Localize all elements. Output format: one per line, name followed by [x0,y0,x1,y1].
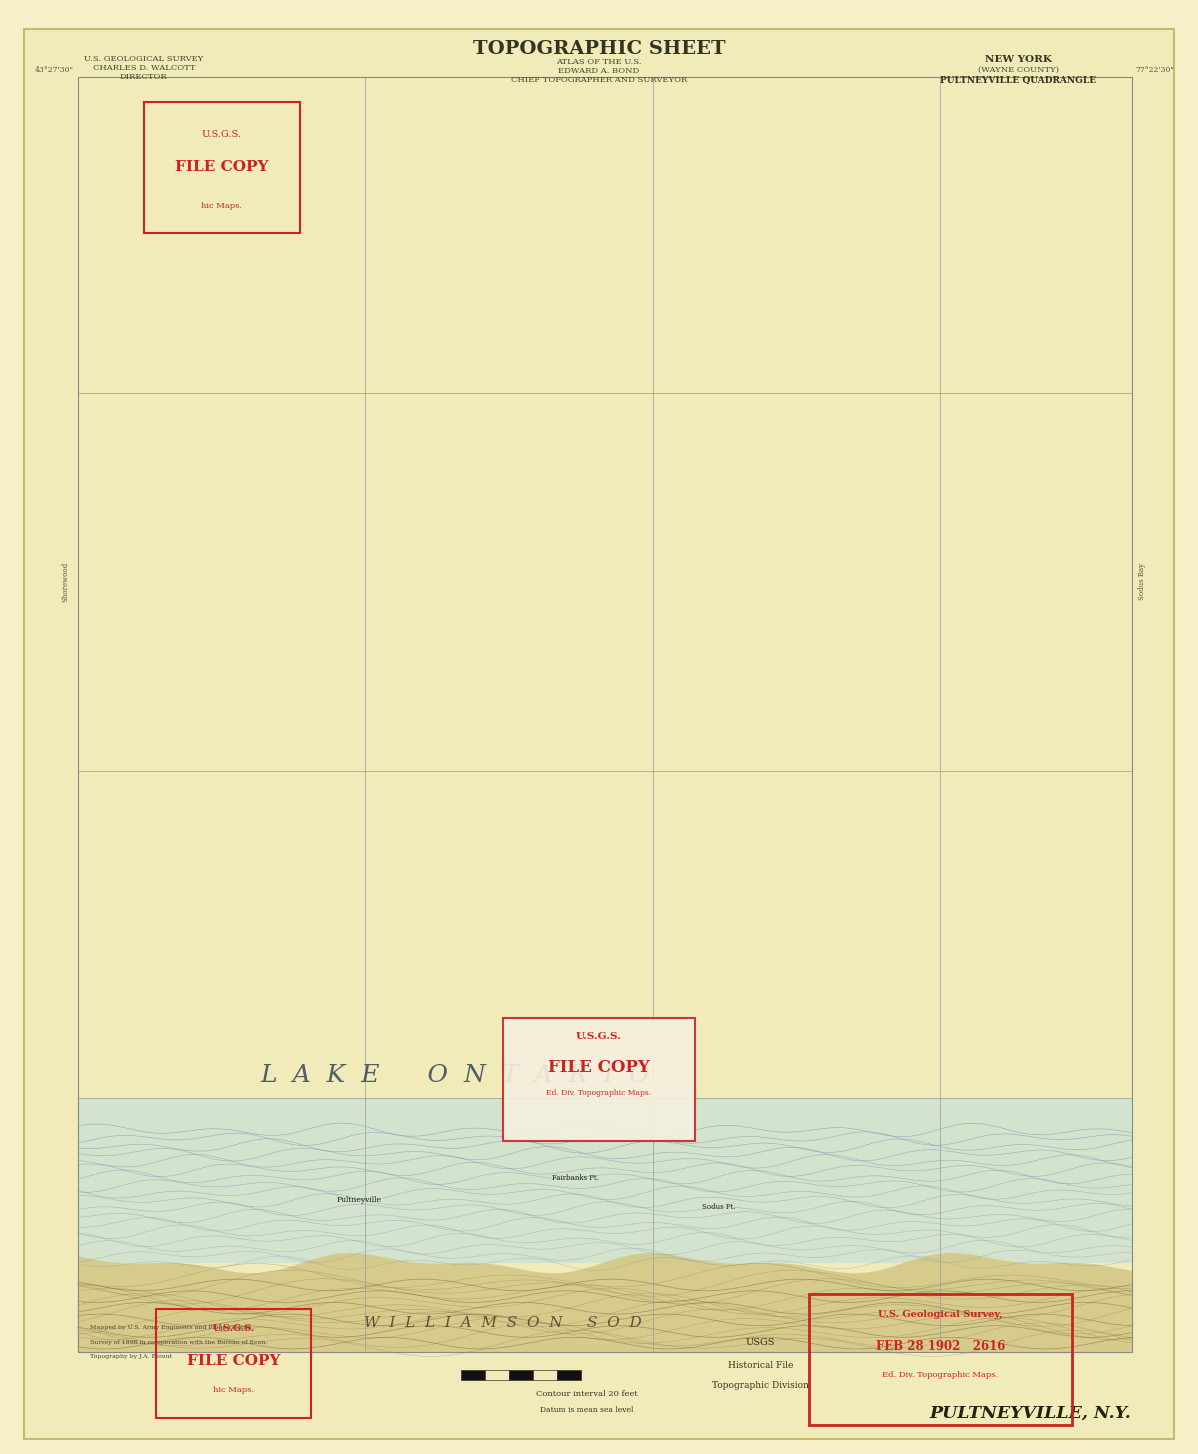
Text: Topographic Division: Topographic Division [713,1381,809,1390]
Text: Sodus Bay: Sodus Bay [1138,563,1146,601]
Text: U.S.G.S.: U.S.G.S. [576,1032,622,1041]
Text: U.S.G.S.: U.S.G.S. [201,129,242,140]
FancyBboxPatch shape [503,1018,695,1141]
Bar [78,1098,1132,1264]
Text: USGS: USGS [746,1338,775,1346]
Text: U.S. GEOLOGICAL SURVEY: U.S. GEOLOGICAL SURVEY [84,55,204,64]
Text: Ed. Div. Topographic Maps.: Ed. Div. Topographic Maps. [546,1089,652,1098]
Text: PULTNEYVILLE, N.Y.: PULTNEYVILLE, N.Y. [930,1405,1131,1422]
Text: U.S. Geological Survey,: U.S. Geological Survey, [878,1310,1003,1319]
Text: Fairbanks Pt.: Fairbanks Pt. [551,1173,599,1182]
Text: hic Maps.: hic Maps. [201,202,242,211]
Text: Historical File: Historical File [728,1361,793,1370]
Bar [557,1370,581,1380]
Text: FEB 28 1902   2616: FEB 28 1902 2616 [876,1341,1005,1352]
Text: PULTNEYVILLE QUADRANGLE: PULTNEYVILLE QUADRANGLE [940,76,1096,84]
Bar [461,1370,485,1380]
Text: Contour interval 20 feet: Contour interval 20 feet [537,1390,637,1399]
Text: 77°22'30": 77°22'30" [1136,65,1174,74]
Text: CHARLES D. WALCOTT: CHARLES D. WALCOTT [92,64,195,73]
Bar [509,1370,533,1380]
Bar [485,1370,509,1380]
Text: Pultneyville: Pultneyville [337,1195,382,1204]
Bar [533,1370,557,1380]
Text: Mapped by U.S. Army Engineers and Philip George: Mapped by U.S. Army Engineers and Philip… [90,1325,252,1330]
Text: Ed. Div. Topographic Maps.: Ed. Div. Topographic Maps. [883,1371,998,1380]
Text: NEW YORK: NEW YORK [985,55,1052,64]
Text: (WAYNE COUNTY): (WAYNE COUNTY) [978,65,1059,74]
Text: CHIEF TOPOGRAPHER AND SURVEYOR: CHIEF TOPOGRAPHER AND SURVEYOR [510,76,688,84]
Text: hic Maps.: hic Maps. [213,1386,254,1394]
Text: Survey of 1898 in co-operation with the Bureau of Econ.: Survey of 1898 in co-operation with the … [90,1339,267,1345]
Bar [78,77,1132,1352]
Text: W  I  L  L  I  A  M  S  O  N     S  O  D: W I L L I A M S O N S O D [364,1316,642,1330]
Text: TOPOGRAPHIC SHEET: TOPOGRAPHIC SHEET [473,41,725,58]
Text: Shorewood: Shorewood [61,561,69,602]
Polygon shape [78,1253,1132,1352]
Text: U.S.G.S.: U.S.G.S. [212,1325,255,1333]
Text: Datum is mean sea level: Datum is mean sea level [540,1406,634,1415]
Text: DIRECTOR: DIRECTOR [120,73,168,81]
Text: Topography by J.A. Blount: Topography by J.A. Blount [90,1354,173,1359]
Text: EDWARD A. BOND: EDWARD A. BOND [558,67,640,76]
Text: ATLAS OF THE U.S.: ATLAS OF THE U.S. [556,58,642,67]
Text: FILE COPY: FILE COPY [187,1354,280,1368]
Text: FILE COPY: FILE COPY [549,1059,649,1076]
Text: L  A  K  E      O  N  T  A  R  I  O: L A K E O N T A R I O [260,1064,651,1088]
Text: FILE COPY: FILE COPY [175,160,268,174]
Text: Sodus Pt.: Sodus Pt. [702,1202,736,1211]
Text: 43°27'30": 43°27'30" [35,65,74,74]
